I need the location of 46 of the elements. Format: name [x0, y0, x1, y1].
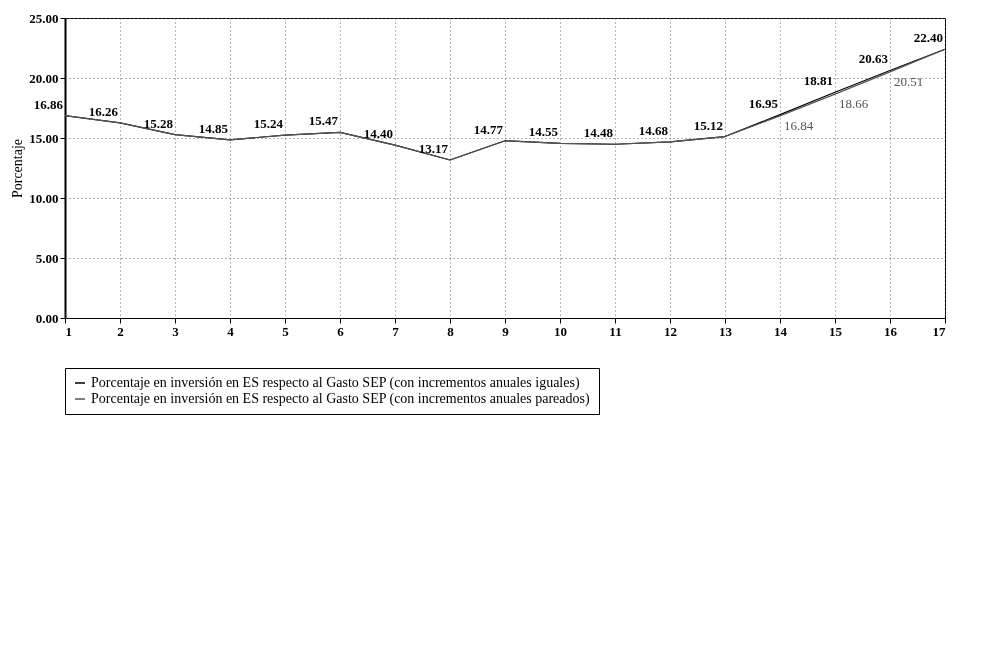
x-tick-label: 16	[884, 323, 898, 339]
data-label: 20.51	[894, 73, 924, 89]
x-tick-label: 11	[609, 323, 622, 339]
x-tick-label: 15	[829, 323, 843, 339]
x-tick-label: 3	[172, 323, 180, 339]
data-label: 14.55	[528, 124, 559, 140]
data-label: 15.12	[693, 117, 723, 133]
x-tick-label: 17	[932, 323, 946, 339]
y-tick-label: 0.00	[35, 310, 59, 326]
y-tick-label: 5.00	[35, 250, 59, 266]
x-tick-label: 9	[502, 323, 510, 339]
data-label: 16.84	[784, 117, 814, 133]
data-label: 20.63	[858, 51, 889, 67]
y-tick-label: 25.00	[29, 10, 59, 26]
legend-label: Porcentaje en inversión en ES respecto al Gasto SEP (con incrementos anuales pareados)	[91, 391, 590, 407]
y-axis-title: Porcentaje	[10, 138, 26, 199]
x-tick-label: 5	[282, 323, 290, 339]
x-tick-label: 7	[392, 323, 400, 339]
data-label: 14.40	[363, 126, 393, 142]
x-tick-label: 8	[447, 323, 455, 339]
y-tick-label: 20.00	[29, 70, 59, 86]
x-tick-label: 12	[664, 323, 677, 339]
x-tick-label: 2	[117, 323, 124, 339]
data-label: 14.77	[473, 121, 504, 137]
y-tick-label: 15.00	[29, 130, 59, 146]
data-label: 15.24	[253, 116, 284, 132]
data-label: 16.95	[748, 95, 779, 111]
data-label: 16.26	[88, 103, 119, 119]
x-tick-label: 14	[774, 323, 788, 339]
x-tick-label: 10	[554, 323, 567, 339]
data-label: 18.66	[839, 96, 869, 112]
data-label: 15.28	[143, 115, 174, 131]
data-label: 16.86	[33, 96, 64, 112]
data-label: 22.40	[913, 30, 943, 46]
x-tick-label: 13	[719, 323, 733, 339]
data-label: 15.47	[308, 113, 339, 129]
data-label: 14.68	[638, 122, 669, 138]
data-label: 14.85	[198, 120, 229, 136]
y-tick-label: 10.00	[29, 190, 59, 206]
data-label: 18.81	[803, 73, 833, 89]
x-tick-label: 6	[337, 323, 345, 339]
data-label: 14.48	[583, 125, 614, 141]
data-label: 13.17	[418, 140, 449, 156]
legend-label: Porcentaje en inversión en ES respecto al Gasto SEP (con incrementos anuales iguales)	[91, 375, 580, 391]
x-tick-label: 4	[227, 323, 235, 339]
x-tick-label: 1	[65, 323, 72, 339]
